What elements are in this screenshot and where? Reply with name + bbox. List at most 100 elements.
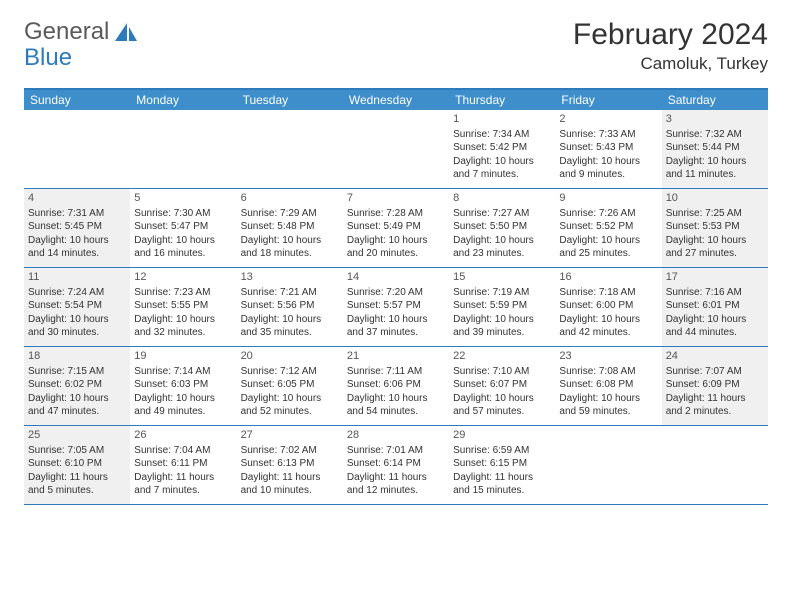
sunrise-text: Sunrise: 7:32 AM [666,128,764,142]
day-cell: 7Sunrise: 7:28 AMSunset: 5:49 PMDaylight… [343,189,449,267]
daylight-text: Daylight: 10 hours and 59 minutes. [559,392,657,419]
day-cell-empty [130,110,236,188]
daylight-text: Daylight: 10 hours and 11 minutes. [666,155,764,182]
day-number: 16 [559,270,657,285]
daylight-text: Daylight: 10 hours and 7 minutes. [453,155,551,182]
sunrise-text: Sunrise: 7:28 AM [347,207,445,221]
daylight-text: Daylight: 10 hours and 9 minutes. [559,155,657,182]
daylight-text: Daylight: 10 hours and 52 minutes. [241,392,339,419]
weekday-header: Sunday [24,90,130,110]
calendar: SundayMondayTuesdayWednesdayThursdayFrid… [24,88,768,505]
sunset-text: Sunset: 5:42 PM [453,141,551,155]
sunrise-text: Sunrise: 7:30 AM [134,207,232,221]
sunset-text: Sunset: 6:13 PM [241,457,339,471]
daylight-text: Daylight: 11 hours and 7 minutes. [134,471,232,498]
day-number: 11 [28,270,126,285]
sunset-text: Sunset: 5:48 PM [241,220,339,234]
sunrise-text: Sunrise: 7:19 AM [453,286,551,300]
day-number: 23 [559,349,657,364]
sunset-text: Sunset: 6:09 PM [666,378,764,392]
sunrise-text: Sunrise: 7:18 AM [559,286,657,300]
sunset-text: Sunset: 6:05 PM [241,378,339,392]
daylight-text: Daylight: 10 hours and 30 minutes. [28,313,126,340]
sunset-text: Sunset: 5:59 PM [453,299,551,313]
day-cell: 9Sunrise: 7:26 AMSunset: 5:52 PMDaylight… [555,189,661,267]
sunset-text: Sunset: 5:47 PM [134,220,232,234]
day-cell: 3Sunrise: 7:32 AMSunset: 5:44 PMDaylight… [662,110,768,188]
day-number: 29 [453,428,551,443]
day-number: 19 [134,349,232,364]
daylight-text: Daylight: 10 hours and 54 minutes. [347,392,445,419]
weekday-header: Tuesday [237,90,343,110]
day-number: 13 [241,270,339,285]
daylight-text: Daylight: 10 hours and 42 minutes. [559,313,657,340]
sunrise-text: Sunrise: 7:20 AM [347,286,445,300]
day-cell: 23Sunrise: 7:08 AMSunset: 6:08 PMDayligh… [555,347,661,425]
sunrise-text: Sunrise: 7:07 AM [666,365,764,379]
sunset-text: Sunset: 6:11 PM [134,457,232,471]
sunrise-text: Sunrise: 7:31 AM [28,207,126,221]
day-number: 21 [347,349,445,364]
daylight-text: Daylight: 10 hours and 44 minutes. [666,313,764,340]
sunset-text: Sunset: 5:43 PM [559,141,657,155]
day-cell: 13Sunrise: 7:21 AMSunset: 5:56 PMDayligh… [237,268,343,346]
sunrise-text: Sunrise: 7:15 AM [28,365,126,379]
sunrise-text: Sunrise: 7:12 AM [241,365,339,379]
day-cell: 17Sunrise: 7:16 AMSunset: 6:01 PMDayligh… [662,268,768,346]
sunset-text: Sunset: 5:56 PM [241,299,339,313]
sunrise-text: Sunrise: 7:26 AM [559,207,657,221]
day-number: 28 [347,428,445,443]
daylight-text: Daylight: 10 hours and 47 minutes. [28,392,126,419]
weekday-header: Friday [555,90,661,110]
sunset-text: Sunset: 6:00 PM [559,299,657,313]
week-row: 4Sunrise: 7:31 AMSunset: 5:45 PMDaylight… [24,189,768,268]
daylight-text: Daylight: 10 hours and 14 minutes. [28,234,126,261]
day-number: 27 [241,428,339,443]
day-cell: 14Sunrise: 7:20 AMSunset: 5:57 PMDayligh… [343,268,449,346]
day-cell: 25Sunrise: 7:05 AMSunset: 6:10 PMDayligh… [24,426,130,504]
daylight-text: Daylight: 10 hours and 57 minutes. [453,392,551,419]
daylight-text: Daylight: 10 hours and 25 minutes. [559,234,657,261]
day-number: 6 [241,191,339,206]
day-cell: 12Sunrise: 7:23 AMSunset: 5:55 PMDayligh… [130,268,236,346]
sail-icon [113,21,139,43]
month-title: February 2024 [573,18,768,52]
sunrise-text: Sunrise: 7:16 AM [666,286,764,300]
day-cell-empty [237,110,343,188]
day-number: 5 [134,191,232,206]
sunset-text: Sunset: 5:52 PM [559,220,657,234]
day-number: 20 [241,349,339,364]
sunset-text: Sunset: 5:54 PM [28,299,126,313]
sunrise-text: Sunrise: 7:05 AM [28,444,126,458]
sunset-text: Sunset: 6:08 PM [559,378,657,392]
week-row: 1Sunrise: 7:34 AMSunset: 5:42 PMDaylight… [24,110,768,189]
week-row: 11Sunrise: 7:24 AMSunset: 5:54 PMDayligh… [24,268,768,347]
week-row: 18Sunrise: 7:15 AMSunset: 6:02 PMDayligh… [24,347,768,426]
daylight-text: Daylight: 10 hours and 20 minutes. [347,234,445,261]
brand-part2: Blue [24,44,72,72]
day-cell: 4Sunrise: 7:31 AMSunset: 5:45 PMDaylight… [24,189,130,267]
weekday-header: Saturday [662,90,768,110]
day-cell: 27Sunrise: 7:02 AMSunset: 6:13 PMDayligh… [237,426,343,504]
daylight-text: Daylight: 10 hours and 39 minutes. [453,313,551,340]
day-number: 7 [347,191,445,206]
daylight-text: Daylight: 10 hours and 27 minutes. [666,234,764,261]
day-cell: 22Sunrise: 7:10 AMSunset: 6:07 PMDayligh… [449,347,555,425]
day-cell: 5Sunrise: 7:30 AMSunset: 5:47 PMDaylight… [130,189,236,267]
day-cell: 1Sunrise: 7:34 AMSunset: 5:42 PMDaylight… [449,110,555,188]
day-cell: 10Sunrise: 7:25 AMSunset: 5:53 PMDayligh… [662,189,768,267]
day-cell: 21Sunrise: 7:11 AMSunset: 6:06 PMDayligh… [343,347,449,425]
sunset-text: Sunset: 6:10 PM [28,457,126,471]
day-number: 17 [666,270,764,285]
weekday-header: Thursday [449,90,555,110]
day-cell: 26Sunrise: 7:04 AMSunset: 6:11 PMDayligh… [130,426,236,504]
title-block: February 2024 Camoluk, Turkey [573,18,768,74]
day-cell: 6Sunrise: 7:29 AMSunset: 5:48 PMDaylight… [237,189,343,267]
day-cell: 11Sunrise: 7:24 AMSunset: 5:54 PMDayligh… [24,268,130,346]
sunset-text: Sunset: 5:49 PM [347,220,445,234]
sunset-text: Sunset: 6:07 PM [453,378,551,392]
day-cell-empty [343,110,449,188]
sunrise-text: Sunrise: 7:24 AM [28,286,126,300]
daylight-text: Daylight: 10 hours and 32 minutes. [134,313,232,340]
sunrise-text: Sunrise: 7:14 AM [134,365,232,379]
